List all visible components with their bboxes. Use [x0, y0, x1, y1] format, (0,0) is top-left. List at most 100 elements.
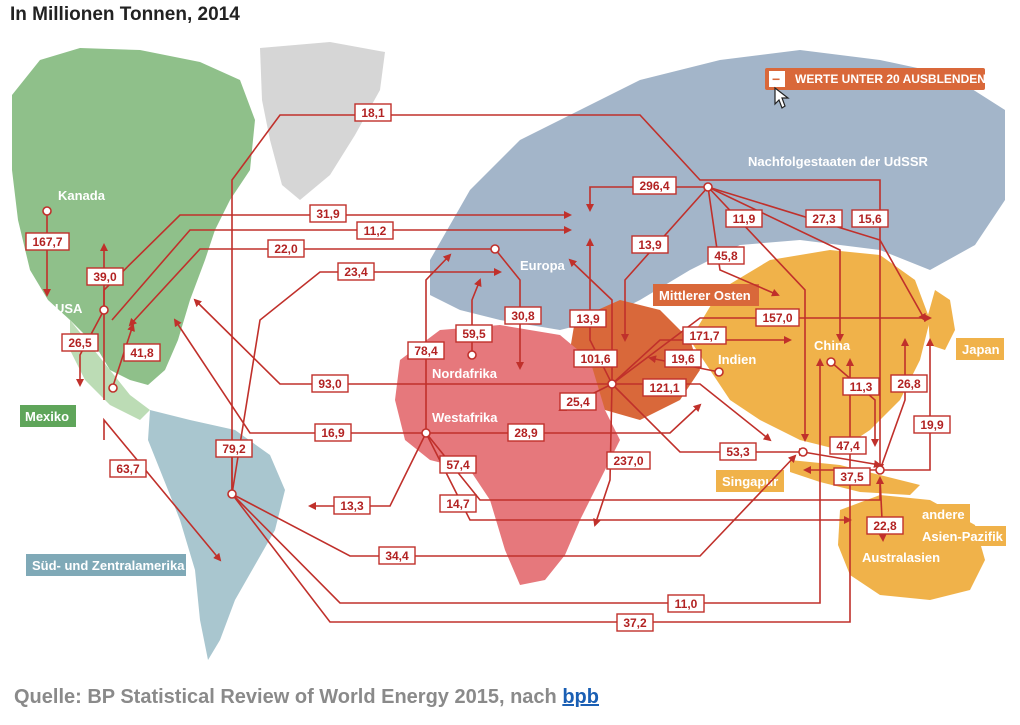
label-mexiko: Mexiko	[25, 409, 69, 424]
label-westafrika: Westafrika	[432, 410, 498, 425]
flow-value-f14: 28,9	[507, 423, 545, 442]
node-europa	[490, 244, 500, 254]
flow-value-text: 13,3	[340, 499, 364, 513]
label-japan: Japan	[962, 342, 1000, 357]
flow-value-box	[569, 309, 607, 328]
flow-value-text: 11,3	[850, 380, 873, 394]
flow-value-text: 59,5	[462, 327, 486, 341]
flow-value-box	[842, 377, 880, 396]
hide-values-button[interactable]: − WERTE UNTER 20 AUSBLENDEN	[765, 68, 986, 90]
flow-value-text: 13,9	[576, 312, 600, 326]
route-f38	[611, 383, 807, 456]
flow-value-f10: 63,7	[109, 459, 147, 478]
node-suedamerika	[227, 489, 237, 499]
route-f39	[802, 451, 882, 468]
flow-value-box	[890, 374, 928, 393]
hide-values-button-bg[interactable]	[765, 68, 985, 90]
flow-value-box	[337, 262, 375, 281]
flow-value-text: 121,1	[649, 381, 679, 395]
flow-value-box	[123, 343, 161, 362]
flow-value-f27: 11,9	[725, 209, 763, 228]
route-f1	[231, 114, 884, 494]
route-f33	[611, 314, 932, 385]
flow-value-box	[311, 374, 349, 393]
flow-value-text: 22,8	[873, 519, 897, 533]
label-singapur: Singapur	[722, 474, 778, 489]
flow-value-f30: 15,6	[851, 209, 889, 228]
flow-value-text: 14,7	[446, 497, 470, 511]
flow-value-box	[407, 341, 445, 360]
flow-value-box	[606, 451, 651, 470]
flow-value-box	[215, 439, 253, 458]
asia-pacific-shape	[690, 250, 930, 450]
flow-value-box	[61, 333, 99, 352]
flow-value-f41: 11,3	[842, 377, 880, 396]
flow-value-f9: 41,8	[123, 343, 161, 362]
minus-icon-bg	[769, 71, 785, 87]
route-f28	[707, 186, 780, 297]
flow-value-f28: 45,8	[707, 246, 745, 265]
flow-value-f32: 171,7	[682, 326, 727, 345]
node-mexiko	[108, 383, 118, 393]
flow-value-f4: 22,0	[267, 239, 305, 258]
flow-value-f39: 47,4	[829, 436, 867, 455]
page-title: In Millionen Tonnen, 2014	[10, 4, 240, 25]
flow-value-f13: 16,9	[314, 423, 352, 442]
source-link[interactable]: bpb	[562, 686, 599, 708]
flow-value-box	[664, 349, 702, 368]
route-f37	[593, 383, 613, 527]
route-f25	[621, 186, 709, 342]
value-labels: 18,1 31,9 11,2 22,0 23,4 167,7 39,0 26,5 41,8 63,…	[25, 103, 951, 632]
flow-value-text: 28,9	[514, 426, 538, 440]
flow-value-box	[707, 246, 745, 265]
route-f35	[612, 383, 772, 442]
flow-value-text: 25,4	[566, 395, 590, 409]
flow-value-box	[631, 235, 669, 254]
flow-value-box	[309, 204, 347, 223]
flow-value-f16: 14,7	[439, 494, 477, 513]
flow-value-f38: 53,3	[719, 442, 757, 461]
route-f17	[308, 432, 427, 510]
flow-value-f5: 23,4	[337, 262, 375, 281]
route-f13	[173, 318, 426, 434]
flow-value-text: 26,5	[68, 336, 92, 350]
north-america-shape	[12, 48, 255, 385]
flow-value-box	[504, 306, 542, 325]
route-f10	[103, 417, 222, 562]
flow-value-box	[354, 103, 392, 122]
flow-value-box	[719, 442, 757, 461]
mexiko-tag	[20, 405, 76, 427]
node-mittlerer-osten	[607, 379, 617, 389]
sued-zentralamerika-tag	[26, 554, 186, 576]
greenland-shape	[260, 42, 385, 200]
flow-value-f34: 19,6	[664, 349, 702, 368]
node-westafrika	[421, 428, 431, 438]
flow-value-box	[455, 324, 493, 343]
flow-value-f8: 26,5	[61, 333, 99, 352]
flow-value-f21: 59,5	[455, 324, 493, 343]
flow-value-f31: 101,6	[573, 349, 618, 368]
route-f4	[128, 248, 495, 327]
flow-value-box	[314, 423, 352, 442]
flow-value-box	[25, 232, 70, 251]
flow-value-f20: 37,2	[616, 613, 654, 632]
flow-value-text: 41,8	[130, 346, 154, 360]
route-f18	[231, 454, 797, 557]
flow-value-box	[86, 267, 124, 286]
minus-icon: −	[772, 71, 780, 87]
flow-value-box	[559, 392, 597, 411]
andere-tag	[916, 504, 970, 524]
flow-value-text: 13,9	[638, 238, 662, 252]
flow-value-text: 23,4	[344, 265, 368, 279]
label-asien-pazifik: Asien-Pazifik	[922, 529, 1004, 544]
hide-values-label: WERTE UNTER 20 AUSBLENDEN	[795, 72, 986, 86]
flow-value-f11: 79,2	[215, 439, 253, 458]
flow-value-f40: 37,5	[833, 467, 871, 486]
flow-value-text: 101,6	[580, 352, 610, 366]
route-f41	[830, 361, 879, 447]
flow-value-text: 171,7	[689, 329, 719, 343]
flow-value-f44: 22,8	[866, 516, 904, 535]
flow-value-text: 53,3	[726, 445, 750, 459]
source-line: Quelle: BP Statistical Review of World E…	[14, 686, 599, 709]
flow-value-box	[378, 546, 416, 565]
